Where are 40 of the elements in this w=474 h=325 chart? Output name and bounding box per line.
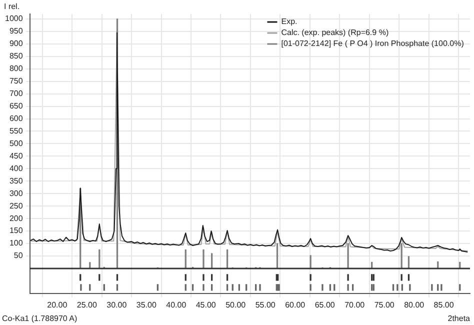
x-tick-label: 20.00 (47, 300, 68, 310)
y-tick-label: 650 (9, 102, 24, 111)
y-tick-label: 50 (14, 251, 24, 260)
y-tick-label: 700 (9, 89, 24, 98)
x-tick-label: 35.00 (136, 300, 157, 310)
x-tick-label: 75.00 (374, 300, 395, 310)
y-tick-label: 750 (9, 76, 24, 86)
text: Co-Ka1 (1.788970 A) (2, 314, 78, 324)
y-tick-label: 100 (9, 238, 24, 248)
y-tick-label: 1000 (5, 14, 24, 24)
y-tick-label: 350 (9, 176, 24, 186)
x-tick-label: 80.00 (404, 300, 425, 310)
y-tick-label: 500 (9, 138, 24, 148)
x-tick-label: 30.00 (106, 300, 128, 310)
legend-label: [01-072-2142] Fe ( P O4 ) Iron Phosphate (100.0%) (281, 39, 464, 48)
x-tick-label: 70.00 (344, 300, 366, 310)
x-tick-label: 40.00 (166, 300, 187, 310)
x-tick-label: 85.00 (434, 300, 454, 310)
y-tick-label: 850 (9, 52, 24, 61)
x-tick-label: 60.00 (285, 300, 306, 310)
y-tick-label: 200 (9, 214, 24, 223)
y-tick-label: 550 (9, 126, 24, 136)
y-tick-label: 300 (9, 188, 24, 198)
legend-label: Calc. (exp. peaks) (Rp=6.9 %) (281, 28, 389, 38)
y-tick-label: 450 (9, 151, 24, 160)
y-tick-label: 250 (9, 201, 24, 210)
legend-label: Exp. (281, 17, 298, 26)
y-axis-title: I rel. (4, 2, 20, 12)
x-tick-label: 65.00 (314, 300, 336, 310)
y-tick-label: 900 (9, 39, 24, 48)
x-tick-label: 25.00 (76, 300, 98, 310)
x-axis-title: 2theta (448, 314, 471, 324)
y-tick-label: 150 (9, 226, 24, 236)
y-tick-label: 800 (9, 64, 24, 74)
y-tick-label: 600 (9, 114, 24, 123)
x-tick-label: 55.00 (255, 300, 276, 310)
y-tick-label: 950 (9, 26, 24, 36)
x-tick-label: 50.00 (226, 300, 246, 310)
y-tick-label: 400 (9, 164, 24, 173)
x-tick-label: 45.00 (196, 300, 216, 310)
